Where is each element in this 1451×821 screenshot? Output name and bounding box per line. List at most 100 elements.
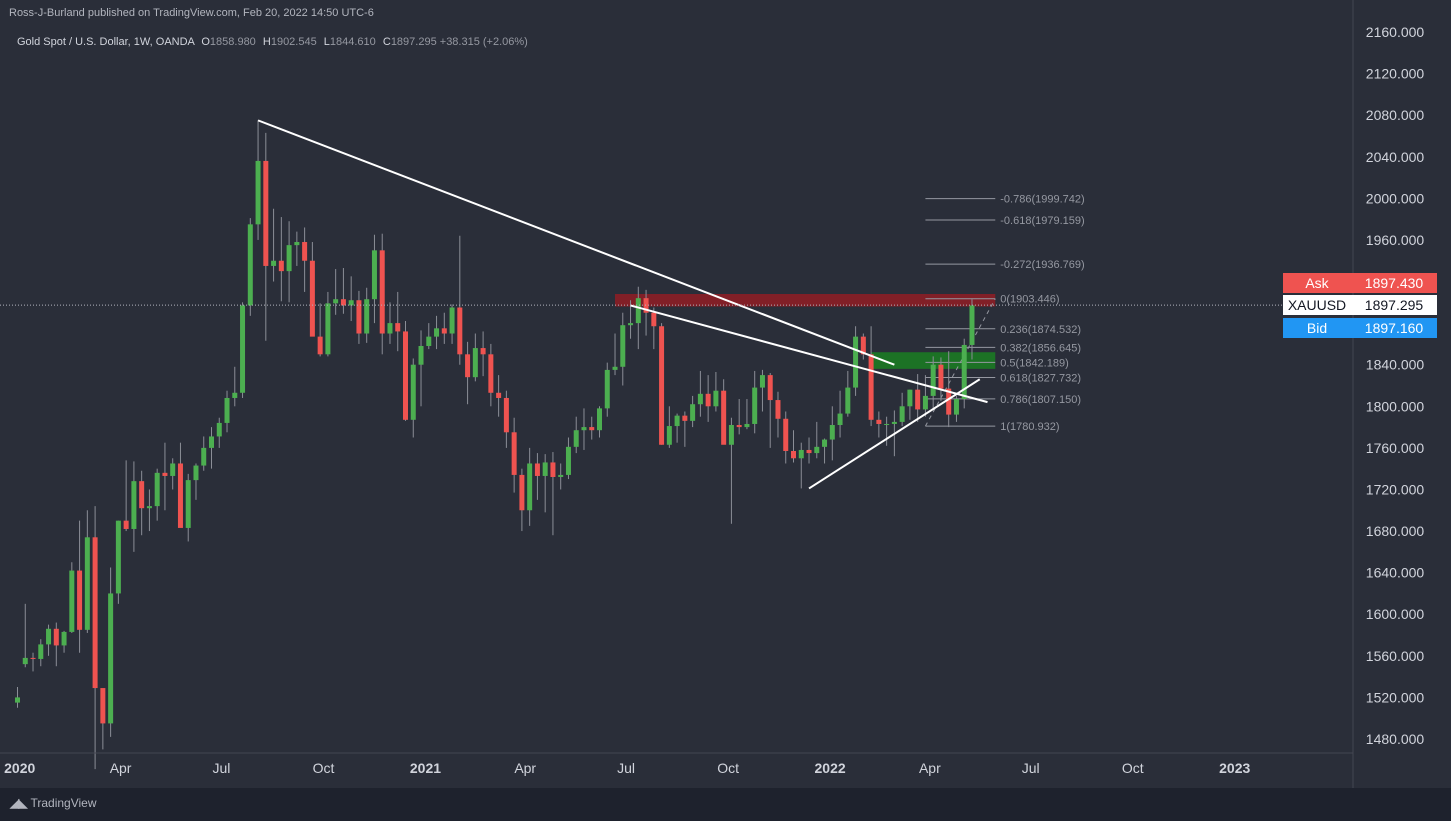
candle-body [899, 406, 905, 422]
candle-body [317, 336, 323, 355]
candle-body [581, 427, 587, 431]
candle-body [263, 160, 269, 266]
candle-body [946, 388, 952, 415]
candle-body [434, 328, 440, 337]
close-value: 1897.295 [390, 36, 437, 48]
price-tick-label: 1720.000 [1366, 481, 1425, 497]
low-label: L [323, 36, 330, 48]
candle-body [472, 348, 478, 378]
candle-body [829, 425, 835, 440]
candle-body [558, 474, 564, 477]
candle-body [108, 593, 114, 724]
candle-body [853, 336, 859, 388]
candle-body [589, 427, 595, 431]
candle-body [224, 397, 230, 423]
fib-level-label: -0.618(1979.159) [1000, 215, 1084, 227]
candle-body [612, 366, 618, 370]
footer-bar [0, 788, 1451, 821]
price-tick-label: 2120.000 [1366, 66, 1425, 82]
low-value: 1844.610 [329, 36, 376, 48]
time-tick-label: Jul [213, 760, 231, 776]
candle-body [61, 631, 67, 646]
candle-body [891, 421, 897, 424]
price-tick-label: 1840.000 [1366, 357, 1425, 373]
candle-body [635, 298, 641, 324]
candle-body [876, 419, 882, 424]
candle-body [930, 364, 936, 396]
candle-body [488, 354, 494, 393]
candle-body [806, 449, 812, 454]
candle-body [387, 323, 393, 334]
trendline [808, 378, 981, 490]
candle-body [884, 423, 890, 425]
candle-body [232, 392, 238, 398]
fib-level-label: 0.236(1874.532) [1000, 324, 1081, 336]
candle-body [744, 423, 750, 428]
candle-body [690, 404, 696, 421]
resistance-zone [615, 294, 996, 307]
time-tick-label: 2021 [410, 760, 441, 776]
candle-body [721, 390, 727, 445]
candle-body [30, 657, 36, 659]
candle-body [449, 307, 455, 334]
candle-body [77, 570, 83, 630]
publisher-credit: Ross-J-Burland published on TradingView.… [9, 7, 374, 19]
change-value: +38.315 (+2.06%) [439, 36, 528, 48]
candle-body [100, 688, 106, 724]
candle-body [550, 462, 556, 477]
candle-body [907, 389, 913, 407]
price-tick-label: 1800.000 [1366, 398, 1425, 414]
candle-body [92, 537, 98, 689]
price-tick-label: 1520.000 [1366, 689, 1425, 705]
time-tick-label: Oct [313, 760, 335, 776]
candle-body [294, 242, 300, 246]
trendline [257, 119, 895, 366]
candle-body [403, 331, 408, 420]
candle-body [15, 697, 20, 703]
price-tick-label: 2160.000 [1366, 24, 1425, 40]
fib-level-label: 0.382(1856.645) [1000, 342, 1081, 354]
candle-body [697, 393, 703, 405]
fib-level-label: 0.5(1842.189) [1000, 357, 1069, 369]
price-tick-label: 1600.000 [1366, 606, 1425, 622]
candle-body [915, 389, 921, 410]
last-value: 1897.295 [1351, 295, 1437, 315]
candle-body [216, 422, 222, 437]
candle-body [527, 463, 533, 511]
candle-body [822, 439, 828, 447]
candle-body [209, 436, 214, 448]
candle-body [938, 364, 944, 389]
time-tick-label: Apr [110, 760, 132, 776]
candle-body [775, 400, 781, 419]
price-tick-label: 1560.000 [1366, 648, 1425, 664]
candle-body [728, 425, 734, 445]
candle-body [426, 336, 432, 346]
price-chart[interactable]: -0.786(1999.742) -0.618(1979.159) -0.272(1… [0, 0, 1451, 788]
last-price-badge: XAUUSD 1897.295 [1283, 295, 1437, 315]
ask-label: Ask [1283, 273, 1351, 293]
candle-body [659, 326, 665, 445]
tradingview-logo-icon: ◢◣ [10, 796, 27, 810]
candle-body [961, 344, 967, 400]
candle-body [201, 447, 207, 466]
price-tick-label: 2080.000 [1366, 107, 1425, 123]
candles-layer [15, 120, 975, 770]
time-tick-label: Apr [919, 760, 941, 776]
candle-body [791, 451, 796, 459]
candle-body [759, 375, 765, 388]
fib-level-label: 0.618(1827.732) [1000, 372, 1081, 384]
price-axis: 2160.000 2120.000 2080.000 2040.000 2000.000… [1366, 24, 1425, 747]
candle-body [309, 260, 315, 337]
trendlines-layer [257, 119, 988, 490]
candle-body [465, 354, 471, 378]
candle-body [953, 399, 959, 415]
close-label: C [382, 36, 391, 48]
trendline [630, 304, 988, 404]
candle-body [860, 336, 866, 355]
symbol-title[interactable]: Gold Spot / U.S. Dollar, 1W, OANDA [17, 36, 195, 48]
candle-body [170, 463, 176, 476]
candle-body [457, 307, 463, 355]
candle-body [480, 348, 486, 355]
candle-body [193, 465, 199, 481]
tradingview-logo[interactable]: ◢◣ TradingView [10, 796, 97, 810]
